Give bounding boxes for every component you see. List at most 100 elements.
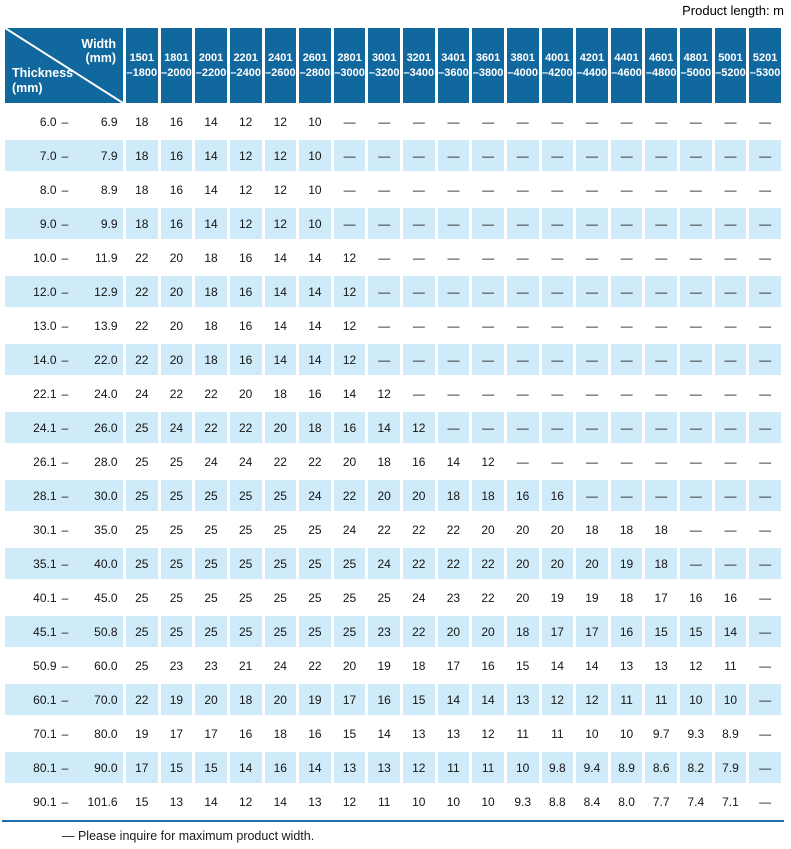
length-value-cell: —	[610, 174, 643, 205]
length-value-cell: 24	[229, 446, 262, 477]
length-value-cell: 22	[472, 582, 504, 613]
length-value-cell: 25	[160, 616, 193, 647]
length-value-cell: 18	[610, 582, 643, 613]
length-value-cell: —	[472, 106, 504, 137]
length-value-cell: 19	[576, 582, 608, 613]
length-value-cell: 18	[645, 548, 677, 579]
length-value-cell: —	[368, 208, 400, 239]
length-value-cell: —	[680, 106, 712, 137]
length-value-cell: 12	[333, 344, 366, 375]
length-value-cell: 9.7	[645, 718, 677, 749]
length-value-cell: 20	[403, 480, 435, 511]
length-value-cell: 18	[437, 480, 470, 511]
length-value-cell: 19	[610, 548, 643, 579]
length-value-cell: 12	[333, 310, 366, 341]
thickness-axis-label-text: Thickness	[12, 66, 74, 81]
length-value-cell: —	[610, 140, 643, 171]
length-value-cell: —	[472, 344, 504, 375]
thickness-axis-label: Thickness (mm)	[12, 66, 73, 95]
length-value-cell: 18	[299, 412, 331, 443]
length-value-cell: 22	[299, 650, 331, 681]
length-value-cell: —	[403, 378, 435, 409]
length-value-cell: —	[576, 242, 608, 273]
length-value-cell: 20	[437, 616, 470, 647]
length-value-cell: 18	[195, 344, 227, 375]
thickness-range-cell: 50.9–60.0	[5, 650, 123, 681]
thickness-range-cell: 24.1–26.0	[5, 412, 123, 443]
length-value-cell: 18	[229, 684, 262, 715]
length-value-cell: —	[645, 140, 677, 171]
length-value-cell: 16	[160, 140, 193, 171]
length-value-cell: 22	[299, 446, 331, 477]
length-value-cell: 20	[264, 684, 297, 715]
length-value-cell: 20	[506, 514, 539, 545]
length-value-cell: 22	[403, 514, 435, 545]
length-value-cell: —	[610, 310, 643, 341]
length-value-cell: 11	[645, 684, 677, 715]
length-value-cell: 20	[472, 514, 504, 545]
length-value-cell: 25	[264, 616, 297, 647]
length-value-cell: 25	[229, 514, 262, 545]
length-value-cell: 20	[195, 684, 227, 715]
length-value-cell: —	[749, 310, 781, 341]
length-value-cell: 24	[403, 582, 435, 613]
length-value-cell: —	[368, 174, 400, 205]
table-row: 80.1–90.0 17 15 15 14 16 14 13 13 12 11 11 10 9.8 9.4 8…	[5, 752, 781, 783]
length-value-cell: 16	[506, 480, 539, 511]
length-value-cell: —	[506, 140, 539, 171]
width-range-header: 4601 –4800	[645, 28, 677, 103]
thickness-range-cell: 30.1–35.0	[5, 514, 123, 545]
length-value-cell: 12	[264, 208, 297, 239]
length-value-cell: 12	[229, 106, 262, 137]
length-value-cell: 17	[437, 650, 470, 681]
length-value-cell: 25	[333, 582, 366, 613]
length-value-cell: 14	[264, 786, 297, 817]
length-value-cell: —	[506, 446, 539, 477]
length-value-cell: 16	[299, 378, 331, 409]
length-value-cell: —	[714, 140, 747, 171]
length-value-cell: 17	[333, 684, 366, 715]
length-value-cell: 12	[472, 446, 504, 477]
table-row: 8.0–8.9 18 16 14 12 12 10— — — — — — — — — — — — —	[5, 174, 781, 205]
length-value-cell: —	[749, 242, 781, 273]
length-value-cell: —	[749, 412, 781, 443]
width-range-header: 3401 –3600	[437, 28, 470, 103]
length-value-cell: 17	[126, 752, 158, 783]
length-value-cell: 14	[195, 106, 227, 137]
width-range-header: 3001 –3200	[368, 28, 400, 103]
length-value-cell: —	[680, 140, 712, 171]
length-value-cell: 25	[299, 582, 331, 613]
length-value-cell: 8.0	[610, 786, 643, 817]
length-value-cell: 22	[403, 616, 435, 647]
length-value-cell: 9.3	[680, 718, 712, 749]
footer-note: — Please inquire for maximum product wid…	[62, 829, 315, 843]
width-axis-label: Width (mm)	[81, 37, 116, 66]
width-range-header: 3801 –4000	[506, 28, 539, 103]
length-value-cell: 14	[714, 616, 747, 647]
length-value-cell: —	[576, 276, 608, 307]
length-value-cell: 17	[195, 718, 227, 749]
length-value-cell: 14	[576, 650, 608, 681]
length-value-cell: 17	[645, 582, 677, 613]
length-value-cell: 16	[541, 480, 574, 511]
length-value-cell: —	[437, 310, 470, 341]
length-value-cell: —	[714, 378, 747, 409]
width-range-header: 2801 –3000	[333, 28, 366, 103]
length-value-cell: —	[610, 242, 643, 273]
length-value-cell: —	[680, 412, 712, 443]
length-value-cell: 10	[299, 208, 331, 239]
length-value-cell: 8.4	[576, 786, 608, 817]
length-value-cell: —	[576, 412, 608, 443]
length-value-cell: 25	[229, 582, 262, 613]
length-value-cell: —	[645, 310, 677, 341]
length-value-cell: 7.1	[714, 786, 747, 817]
length-value-cell: 8.6	[645, 752, 677, 783]
length-value-cell: 12	[472, 718, 504, 749]
length-value-cell: —	[576, 344, 608, 375]
length-value-cell: 13	[333, 752, 366, 783]
length-value-cell: —	[576, 480, 608, 511]
length-value-cell: —	[610, 344, 643, 375]
width-range-header: 4001 –4200	[541, 28, 574, 103]
width-range-header: 3201 –3400	[403, 28, 435, 103]
